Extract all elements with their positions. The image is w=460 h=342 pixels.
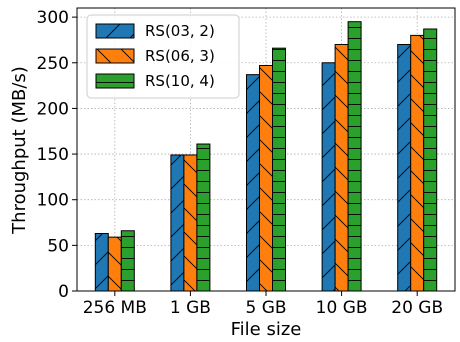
bar — [94, 232, 109, 292]
bar-outline — [246, 74, 260, 292]
x-tick-label: 1 GB — [170, 298, 211, 318]
bar — [397, 44, 412, 292]
x-tick-label: 10 GB — [316, 298, 368, 318]
y-tick-label: 100 — [37, 191, 69, 211]
y-tick-label: 0 — [58, 282, 69, 302]
bar — [120, 230, 135, 292]
legend-label: RS(03, 2) — [145, 22, 215, 40]
bar — [107, 236, 122, 292]
x-tick-label: 256 MB — [83, 298, 147, 318]
bar-outline — [423, 28, 438, 292]
y-tick-label: 300 — [37, 8, 69, 28]
bar — [347, 21, 362, 292]
bar — [272, 47, 286, 292]
x-tick-label: 5 GB — [245, 298, 286, 318]
bar-outline — [120, 230, 135, 292]
bar-outline — [334, 44, 349, 292]
bar-outline — [347, 21, 362, 292]
legend-swatch-outline — [95, 48, 135, 64]
legend: RS(03, 2) RS(06, 3) RS(10, 4) — [86, 14, 240, 99]
x-axis-label: File size — [231, 319, 302, 340]
bar-outline — [196, 143, 211, 292]
bar-outline — [321, 62, 336, 292]
bar-outline — [272, 47, 286, 292]
bar — [246, 74, 260, 292]
bar-outline — [397, 44, 412, 292]
x-tick-label: 20 GB — [391, 298, 443, 318]
bar-outline — [94, 232, 109, 292]
bar — [423, 28, 438, 292]
bar — [183, 154, 198, 292]
y-tick-label: 200 — [37, 99, 69, 119]
bar — [259, 65, 273, 292]
y-tick-label: 150 — [37, 145, 69, 165]
bar-outline — [259, 65, 273, 292]
y-tick-label: 50 — [47, 236, 69, 256]
x-axis-ticks: 256 MB 1 GB 5 GB 10 GB 20 GB — [83, 291, 443, 318]
bar — [410, 34, 425, 292]
y-axis-label: Throughput (MB/s) — [9, 66, 30, 235]
y-axis-ticks: 0 50 100 150 200 250 300 — [37, 8, 77, 302]
legend-item: RS(06, 3) — [95, 47, 215, 65]
bar-outline — [170, 154, 185, 292]
legend-label: RS(10, 4) — [145, 72, 215, 90]
legend-label: RS(06, 3) — [145, 47, 215, 65]
bar — [321, 62, 336, 292]
legend-swatch-outline — [95, 23, 135, 39]
bar — [334, 44, 349, 292]
y-tick-label: 250 — [37, 54, 69, 74]
bar — [196, 143, 211, 292]
bar-outline — [107, 236, 122, 292]
bar-outline — [410, 34, 425, 292]
bars — [94, 21, 438, 292]
bar-outline — [183, 154, 198, 292]
legend-item: RS(10, 4) — [95, 72, 215, 90]
legend-swatch-outline — [95, 73, 135, 89]
bar — [170, 154, 185, 292]
legend-item: RS(03, 2) — [95, 22, 215, 40]
